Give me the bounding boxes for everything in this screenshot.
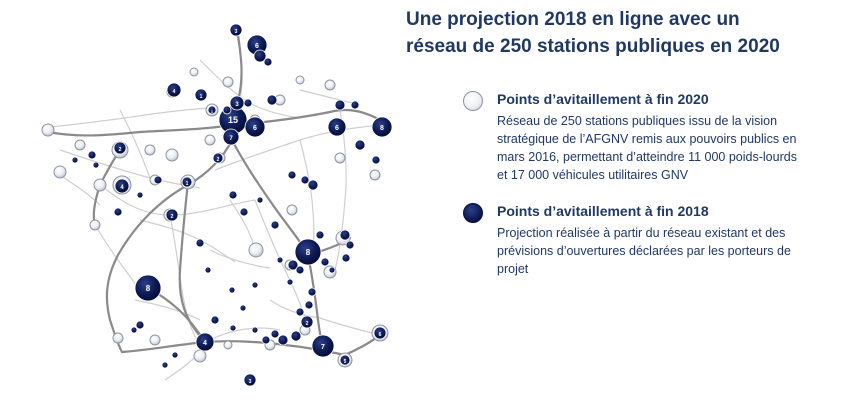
minor-roads	[41, 24, 381, 381]
stations-2018	[71, 23, 393, 387]
count-label: 6	[379, 332, 382, 338]
count-label: 8	[146, 284, 151, 293]
white-circle-icon	[463, 91, 483, 111]
count-label: 7	[229, 136, 233, 142]
navy-circle-icon	[463, 203, 483, 223]
count-label: 6	[253, 125, 257, 132]
count-label: 7	[321, 344, 325, 351]
page-title: Une projection 2018 en ligne avec un rés…	[406, 9, 780, 57]
count-label: 2	[171, 214, 174, 220]
count-label: 3	[235, 29, 238, 35]
legend-description-2018: Projection réalisée à partir du réseau e…	[497, 226, 791, 276]
count-label: 15	[228, 115, 238, 125]
count-label: 2	[217, 157, 220, 163]
legend-label-2018: Points d’avitaillement à fin 2018	[497, 203, 709, 219]
count-label: 3	[249, 379, 252, 385]
count-label: 2	[306, 321, 309, 327]
count-label: 8	[306, 248, 311, 257]
count-label: 5	[344, 359, 347, 365]
count-label: 1	[186, 181, 189, 187]
legend-label-2020: Points d’avitaillement à fin 2020	[497, 91, 709, 107]
count-label: 4	[173, 89, 176, 95]
major-roads	[46, 26, 384, 357]
france-map: 15 6 6 8 8 8 6 7 7 4 4 4 2 2 2 3 3 3 1 1…	[41, 23, 393, 387]
station-count-labels: 15 6 6 8 8 8 6 7 7 4 4 4 2 2 2 3 3 3 1 1…	[119, 29, 384, 385]
count-label: 6	[255, 43, 259, 50]
count-label: 1	[200, 94, 203, 100]
legend-description-2020: Réseau de 250 stations publiques issu de…	[497, 114, 797, 182]
count-label: 4	[203, 340, 207, 347]
count-label: 2	[119, 147, 122, 153]
count-label: 3	[235, 102, 239, 108]
count-label: 4	[120, 185, 124, 191]
count-label: 6	[335, 125, 339, 132]
count-label: 1	[211, 109, 214, 114]
count-label: 8	[380, 125, 384, 132]
